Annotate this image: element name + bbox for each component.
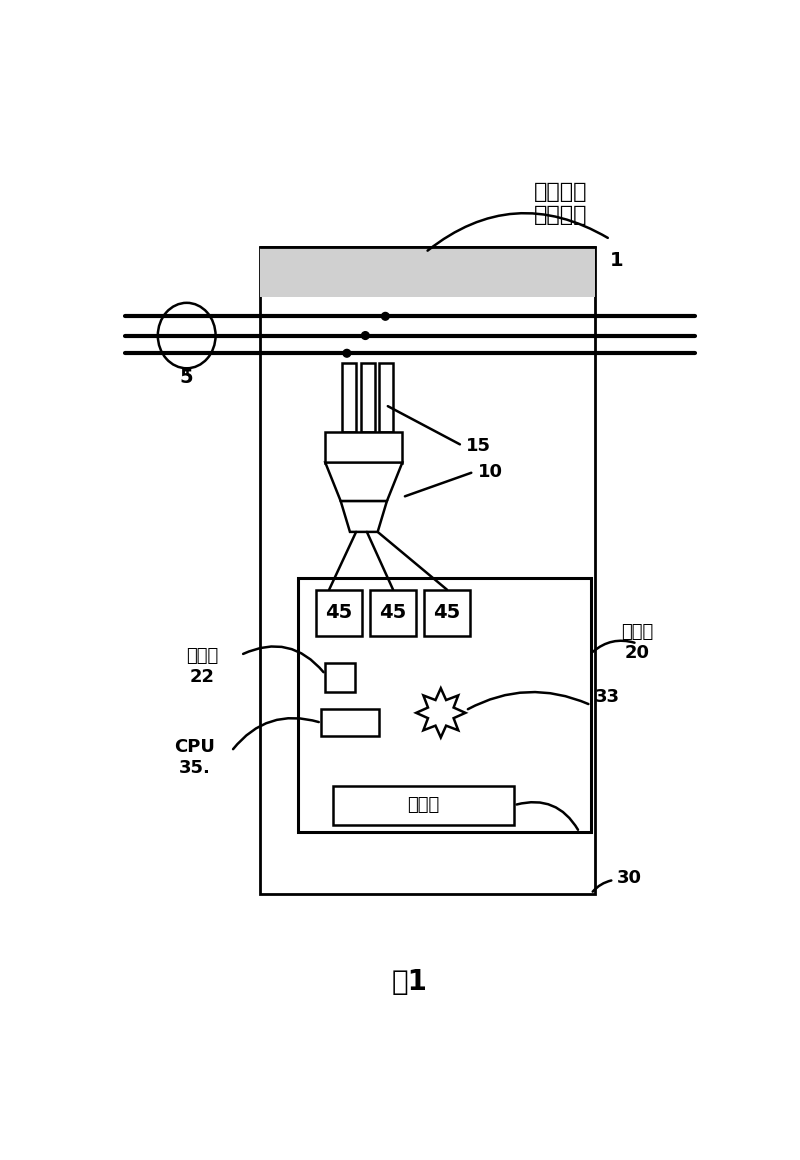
Text: 控制器
20: 控制器 20 (621, 623, 654, 661)
Bar (316, 589, 362, 636)
Text: 调压器
22: 调压器 22 (186, 647, 218, 687)
Circle shape (362, 332, 369, 340)
Bar (333, 786, 514, 825)
Bar (370, 589, 416, 636)
Bar (361, 363, 374, 432)
Text: 30: 30 (616, 869, 642, 887)
Text: 5: 5 (180, 369, 194, 387)
Text: 45: 45 (326, 603, 353, 622)
Bar (260, 247, 594, 297)
Bar (424, 589, 470, 636)
Text: 10: 10 (478, 463, 502, 481)
Bar (379, 363, 393, 432)
Text: CPU
35.: CPU 35. (174, 738, 215, 777)
Text: 电源开关
装置系统: 电源开关 装置系统 (534, 182, 587, 225)
Text: 1: 1 (610, 252, 624, 270)
Text: 45: 45 (379, 603, 406, 622)
Polygon shape (326, 463, 402, 501)
Text: 45: 45 (434, 603, 461, 622)
Bar (260, 247, 594, 894)
Bar (342, 363, 356, 432)
Text: 存储器: 存储器 (407, 796, 440, 814)
Bar (326, 662, 354, 693)
Text: 图1: 图1 (392, 969, 428, 996)
Text: 15: 15 (466, 436, 491, 455)
Circle shape (382, 312, 390, 320)
Bar (298, 578, 591, 832)
Circle shape (343, 349, 350, 357)
Bar (322, 709, 379, 735)
Bar (326, 432, 402, 463)
Polygon shape (341, 501, 387, 532)
Polygon shape (416, 688, 466, 738)
Ellipse shape (158, 303, 215, 368)
Text: 33: 33 (594, 688, 620, 706)
